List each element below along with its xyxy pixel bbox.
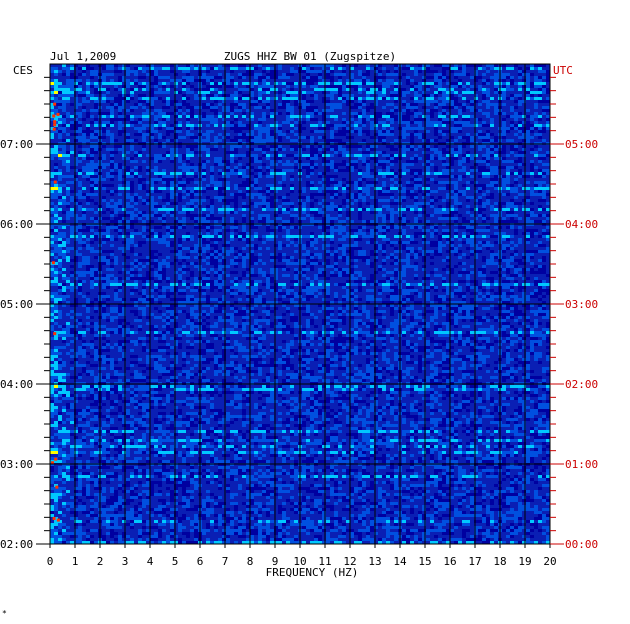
frequency-axis: 0 1 2 3 4 5 6 7 8 9 10 11 12 13 14 15 16 17 18 19 20 [47, 544, 557, 568]
frequency-tick-label: 9 [272, 555, 279, 568]
frequency-tick-label: 3 [122, 555, 129, 568]
frequency-tick-label: 17 [468, 555, 481, 568]
frequency-tick-label: 8 [247, 555, 254, 568]
frequency-tick-label: 7 [222, 555, 229, 568]
right-time-tick-label: 02:00 [565, 378, 598, 391]
frequency-grid [49, 63, 551, 545]
frequency-tick-label: 6 [197, 555, 204, 568]
right-time-tick-label: 04:00 [565, 218, 598, 231]
time-axis: 02:00 00:00 03:00 01:00 04:00 02:00 05:00 03:00… [0, 76, 598, 551]
right-timezone-label: UTC [553, 64, 573, 77]
right-time-tick-label: 00:00 [565, 538, 598, 551]
frequency-tick-label: 2 [97, 555, 104, 568]
right-time-tick-label: 05:00 [565, 138, 598, 151]
frequency-tick-label: 10 [293, 555, 306, 568]
frequency-tick-label: 15 [418, 555, 431, 568]
x-axis-label: FREQUENCY (HZ) [266, 566, 359, 579]
left-time-tick-label: 03:00 [0, 458, 33, 471]
frequency-tick-label: 12 [343, 555, 356, 568]
frequency-tick-label: 11 [318, 555, 331, 568]
right-time-tick-label: 03:00 [565, 298, 598, 311]
frequency-tick-label: 20 [543, 555, 556, 568]
left-time-tick-label: 04:00 [0, 378, 33, 391]
chart-title: ZUGS HHZ BW 01 (Zugspitze) [224, 50, 396, 63]
frequency-tick-label: 14 [393, 555, 407, 568]
chart-date: Jul 1,2009 [50, 50, 116, 63]
frequency-tick-label: 1 [72, 555, 79, 568]
left-time-tick-label: 07:00 [0, 138, 33, 151]
spectral-texture [50, 64, 550, 544]
corner-mark: * [2, 609, 7, 618]
frequency-tick-label: 13 [368, 555, 381, 568]
right-time-tick-label: 01:00 [565, 458, 598, 471]
frequency-tick-label: 5 [172, 555, 179, 568]
left-time-tick-label: 05:00 [0, 298, 33, 311]
frequency-tick-label: 18 [493, 555, 506, 568]
frequency-tick-label: 0 [47, 555, 54, 568]
left-time-tick-label: 02:00 [0, 538, 33, 551]
frequency-tick-label: 19 [518, 555, 531, 568]
left-timezone-label: CES [13, 64, 33, 77]
frequency-tick-label: 16 [443, 555, 456, 568]
left-time-tick-label: 06:00 [0, 218, 33, 231]
frequency-tick-label: 4 [147, 555, 154, 568]
